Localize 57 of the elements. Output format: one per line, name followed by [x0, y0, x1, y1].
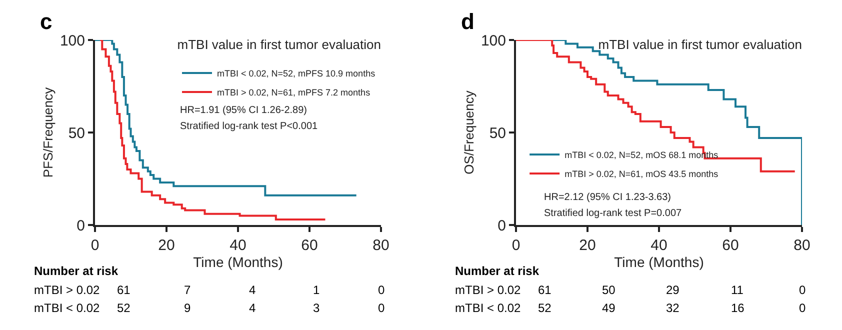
annotation: Stratified log-rank test P<0.001 — [180, 121, 318, 132]
y-tick-label: 50 — [489, 124, 506, 142]
x-tick-label: 20 — [579, 237, 596, 254]
text: mTBI > 0.02 — [34, 283, 100, 297]
text: 61 — [538, 283, 552, 297]
text: 4 — [249, 301, 256, 315]
text: 7 — [184, 283, 191, 297]
y-tick-label: 0 — [498, 217, 506, 234]
text: 0 — [799, 301, 806, 315]
x-tick-label: 40 — [650, 237, 668, 254]
text: c — [40, 9, 52, 34]
text: 3 — [313, 301, 320, 315]
text: 52 — [117, 301, 131, 315]
text: d — [461, 9, 474, 34]
text: 32 — [666, 301, 680, 315]
text: 52 — [538, 301, 552, 315]
x-tick-label: 80 — [794, 237, 810, 254]
text: 0 — [378, 301, 385, 315]
annotation: Stratified log-rank test P=0.007 — [544, 208, 682, 219]
text: 0 — [378, 283, 385, 297]
x-axis-title: Time (Months) — [193, 254, 283, 270]
x-tick-label: 40 — [230, 237, 246, 254]
text: mTBI > 0.02 — [455, 283, 522, 297]
annotation: HR=1.91 (95% CI 1.26-2.89) — [180, 105, 308, 116]
text: 1 — [313, 283, 320, 297]
text: 61 — [117, 283, 131, 297]
x-tick-label: 0 — [90, 237, 100, 254]
x-tick-label: 0 — [512, 237, 520, 254]
y-tick-label: 100 — [60, 32, 85, 50]
y-axis-title: OS/Frequency — [461, 90, 476, 174]
text: 11 — [731, 283, 744, 297]
text: mTBI < 0.02 — [455, 301, 522, 315]
text: 29 — [666, 283, 680, 297]
text: Number at risk — [34, 264, 118, 278]
text: Number at risk — [455, 264, 540, 278]
y-axis-title: PFS/Frequency — [40, 86, 56, 178]
text: 9 — [184, 301, 191, 315]
text: 4 — [249, 283, 256, 297]
text: mTBI < 0.02 — [34, 301, 100, 315]
x-tick-label: 80 — [372, 237, 390, 254]
y-tick-label: 50 — [68, 124, 85, 142]
chart-title: mTBI value in first tumor evaluation — [598, 37, 802, 52]
x-tick-label: 60 — [722, 237, 739, 254]
y-tick-label: 100 — [480, 32, 506, 50]
annotation: HR=2.12 (95% CI 1.23-3.63) — [544, 192, 672, 203]
chart-title: mTBI value in first tumor evaluation — [177, 37, 381, 52]
text: 49 — [602, 301, 616, 315]
x-tick-label: 20 — [158, 237, 175, 254]
y-tick-label: 0 — [76, 217, 85, 234]
text: 0 — [799, 283, 806, 297]
legend-label: mTBI > 0.02, N=61, mPFS 7.2 months — [217, 88, 371, 98]
text: 50 — [602, 283, 616, 297]
text: 16 — [731, 301, 745, 315]
legend-label: mTBI > 0.02, N=61, mOS 43.5 months — [564, 169, 719, 180]
x-axis-title: Time (Months) — [614, 254, 704, 270]
x-tick-label: 60 — [301, 237, 318, 254]
legend-label: mTBI < 0.02, N=52, mPFS 10.9 months — [217, 68, 376, 79]
